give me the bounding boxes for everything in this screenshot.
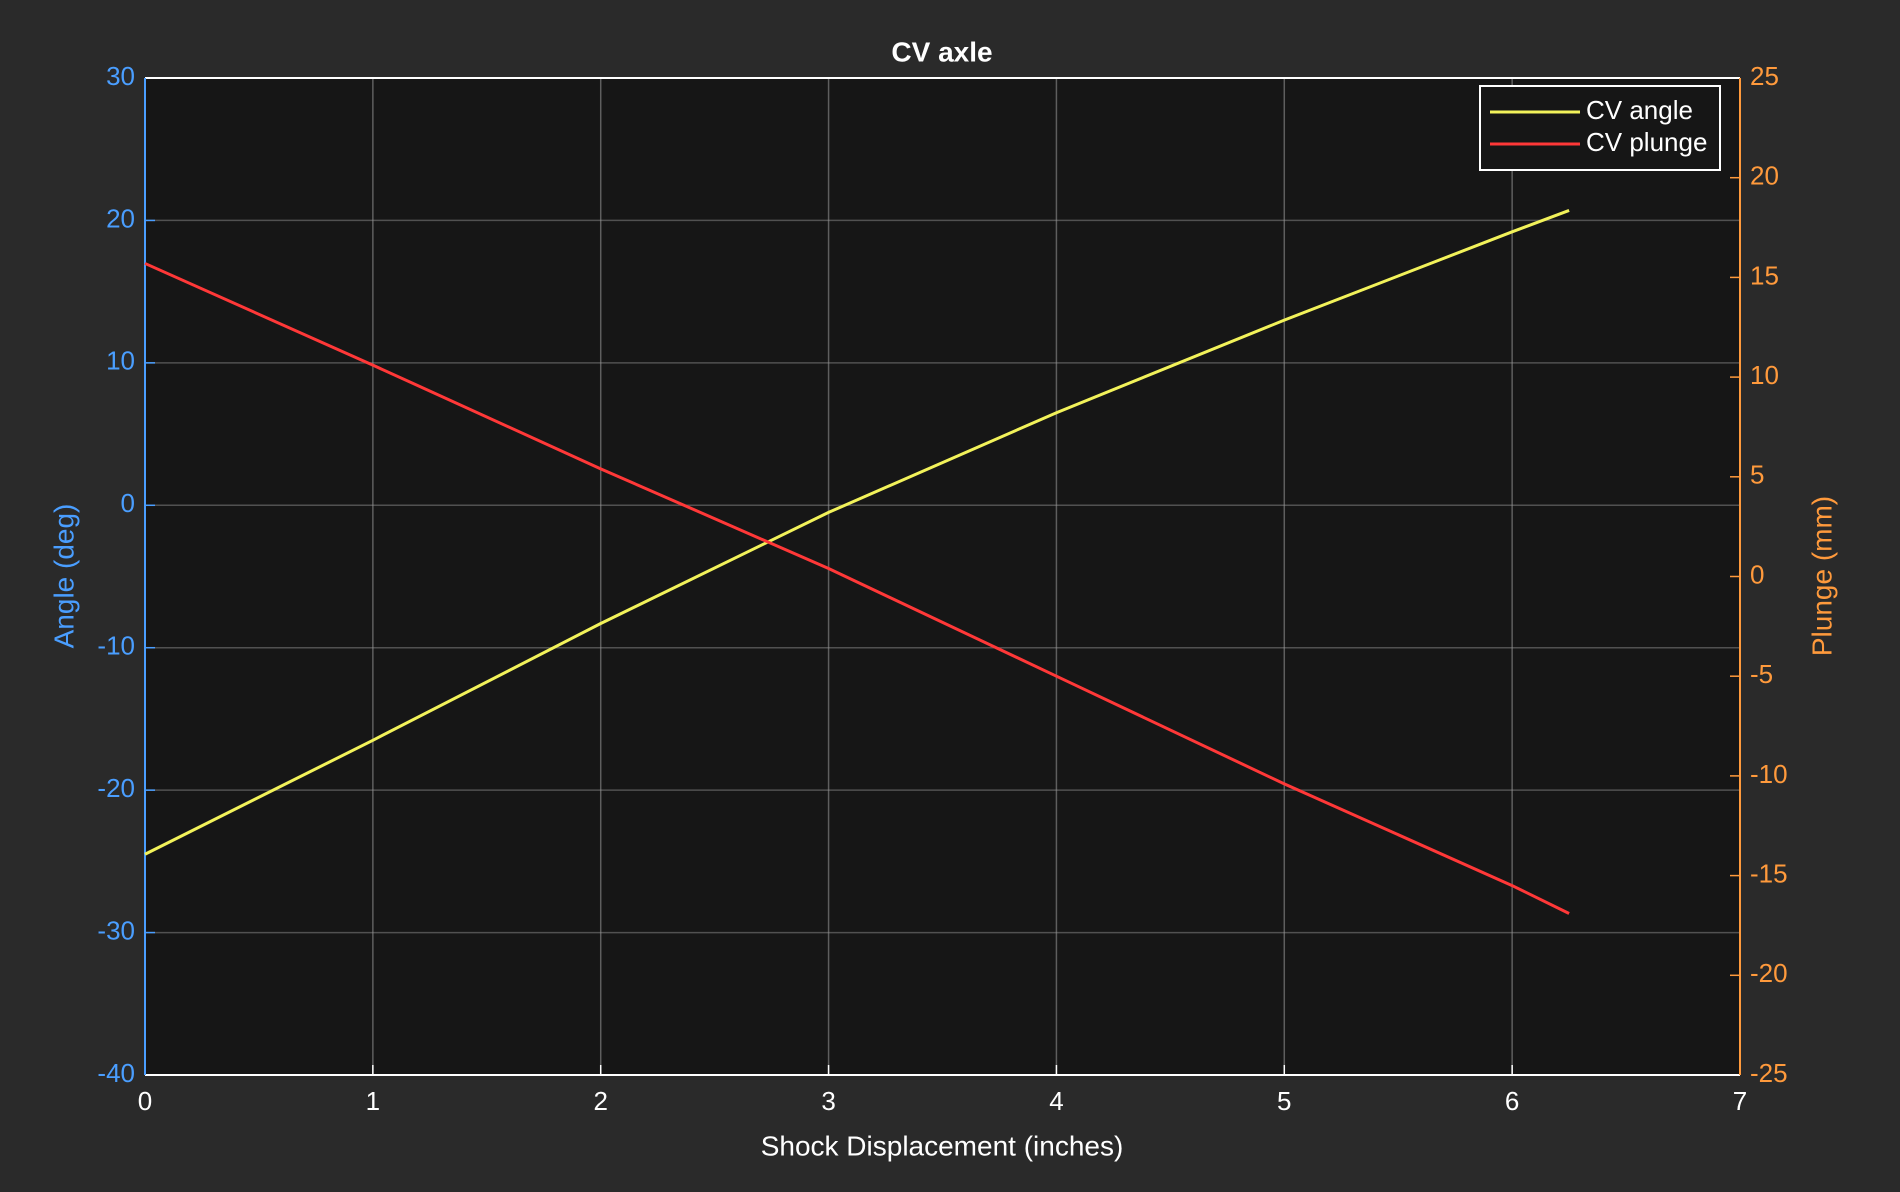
y2-tick-label: -10 — [1750, 759, 1788, 789]
chart-title: CV axle — [891, 36, 992, 67]
y2-tick-label: -5 — [1750, 659, 1773, 689]
legend-box — [1479, 85, 1721, 171]
y2-tick-label: 0 — [1750, 559, 1764, 589]
x-tick-label: 2 — [593, 1086, 607, 1116]
x-tick-label: 1 — [366, 1086, 380, 1116]
legend-label: CV angle — [1586, 95, 1693, 125]
x-tick-label: 3 — [821, 1086, 835, 1116]
x-tick-label: 0 — [138, 1086, 152, 1116]
y-tick-label: 10 — [106, 346, 135, 376]
y-tick-label: 30 — [106, 61, 135, 91]
x-tick-label: 4 — [1049, 1086, 1063, 1116]
x-tick-label: 7 — [1733, 1086, 1747, 1116]
y-tick-label: -10 — [97, 631, 135, 661]
series-line — [144, 209, 1570, 856]
y-tick-label: -20 — [97, 773, 135, 803]
y2-tick-label: 20 — [1750, 161, 1779, 191]
y2-tick-label: -15 — [1750, 858, 1788, 888]
x-axis-label: Shock Displacement (inches) — [761, 1130, 1124, 1161]
y-axis-label: Angle (deg) — [48, 504, 79, 649]
y-tick-label: -40 — [97, 1058, 135, 1088]
y2-tick-label: 25 — [1750, 61, 1779, 91]
x-tick-label: 5 — [1277, 1086, 1291, 1116]
x-tick-label: 6 — [1505, 1086, 1519, 1116]
legend-label: CV plunge — [1586, 127, 1707, 157]
plot-area — [145, 78, 1740, 1075]
y2-axis-label: Plunge (mm) — [1806, 496, 1837, 656]
y-tick-label: 20 — [106, 203, 135, 233]
y-tick-label: 0 — [121, 488, 135, 518]
y2-tick-label: 5 — [1750, 460, 1764, 490]
y-tick-label: -30 — [97, 915, 135, 945]
series-line — [144, 262, 1570, 915]
y2-tick-label: 15 — [1750, 260, 1779, 290]
y2-tick-label: -20 — [1750, 958, 1788, 988]
y2-tick-label: 10 — [1750, 360, 1779, 390]
y2-tick-label: -25 — [1750, 1058, 1788, 1088]
